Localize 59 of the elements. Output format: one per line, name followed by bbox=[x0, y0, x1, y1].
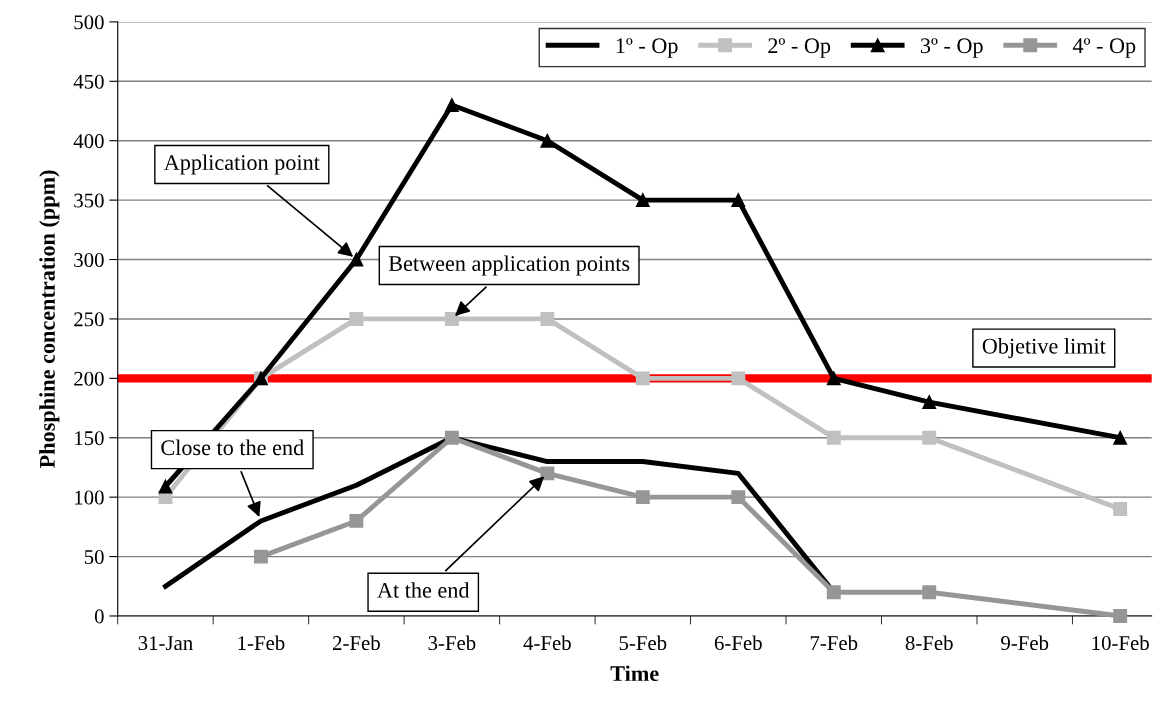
point bbox=[540, 466, 555, 481]
x-tick-label: 2-Feb bbox=[333, 635, 380, 651]
y-tick-label: 100 bbox=[75, 490, 104, 505]
point bbox=[826, 585, 841, 600]
x-tick-label: 9-Feb bbox=[1001, 635, 1049, 651]
point bbox=[1113, 502, 1128, 516]
y-tick-label: 50 bbox=[84, 549, 104, 565]
point bbox=[922, 395, 937, 410]
point bbox=[540, 133, 555, 148]
x-tick-label: 7-Feb bbox=[810, 635, 858, 651]
y-tick-label: 400 bbox=[73, 134, 104, 149]
point bbox=[635, 193, 650, 208]
y-axis-title: Phosphine concentration (ppm) bbox=[39, 170, 60, 468]
point bbox=[253, 549, 268, 564]
y-tick-label: 0 bbox=[94, 609, 104, 624]
x-tick-label: 5-Feb bbox=[619, 635, 667, 651]
point bbox=[349, 311, 364, 326]
x-tick-label: 10-Feb bbox=[1092, 635, 1149, 651]
legend-label: 3º - Op bbox=[920, 38, 983, 58]
point bbox=[731, 490, 746, 505]
point bbox=[444, 430, 459, 445]
point bbox=[444, 98, 459, 113]
y-tick-label: 300 bbox=[74, 252, 104, 267]
x-tick-label: 1-Feb bbox=[238, 635, 285, 651]
x-tick-label: 3-Feb bbox=[428, 635, 476, 651]
x-tick-label: 31-Jan bbox=[138, 636, 193, 651]
y-tick-label: 450 bbox=[73, 74, 104, 89]
annotation: Close to the end bbox=[161, 439, 304, 456]
x-axis-title: Time bbox=[610, 665, 659, 682]
point bbox=[922, 430, 937, 445]
annotation: At the end bbox=[377, 582, 470, 598]
point bbox=[731, 371, 746, 386]
point bbox=[635, 371, 650, 386]
legend-label: 2º - Op bbox=[768, 38, 831, 58]
y-tick-label: 150 bbox=[75, 431, 104, 446]
annotation: Application point bbox=[163, 154, 320, 175]
point bbox=[1113, 430, 1128, 445]
point bbox=[1113, 609, 1128, 623]
legend-label: 1º - Op bbox=[616, 38, 678, 58]
x-tick-label: 6-Feb bbox=[714, 635, 762, 651]
y-tick-label: 200 bbox=[74, 371, 104, 386]
point bbox=[922, 585, 937, 600]
annotation: Between application points bbox=[388, 255, 630, 276]
legend-label: 4º - Op bbox=[1072, 38, 1136, 58]
point bbox=[635, 490, 650, 505]
point bbox=[540, 311, 555, 326]
point bbox=[349, 252, 364, 267]
point bbox=[826, 371, 841, 386]
x-tick-label: 4-Feb bbox=[523, 635, 571, 651]
y-tick-label: 250 bbox=[74, 312, 104, 327]
point bbox=[158, 479, 173, 494]
y-tick-label: 500 bbox=[74, 15, 104, 30]
point bbox=[349, 513, 364, 528]
point bbox=[444, 311, 459, 326]
point bbox=[826, 430, 841, 445]
x-tick-label: 8-Feb bbox=[905, 635, 953, 651]
y-tick-label: 350 bbox=[74, 193, 104, 208]
point bbox=[731, 193, 746, 208]
ref-line-label: Objetive limit bbox=[982, 337, 1106, 359]
